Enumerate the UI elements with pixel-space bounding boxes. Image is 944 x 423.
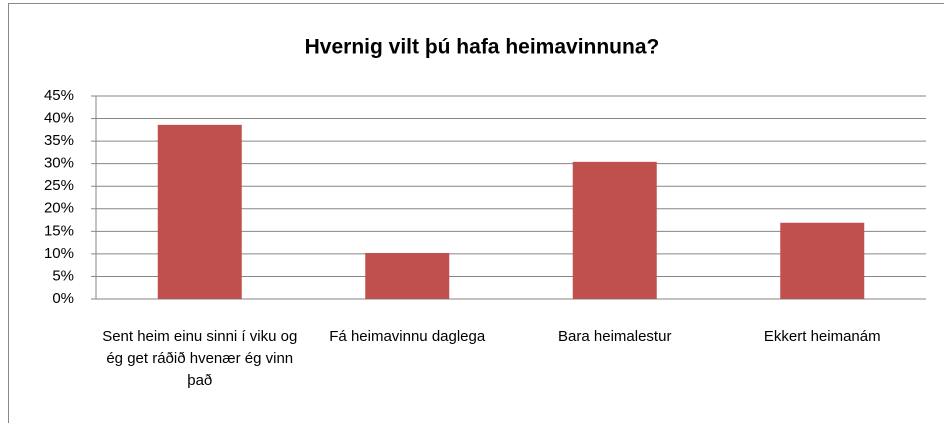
x-tick-label: Sent heim einu sinni í viku og ég get rá…	[102, 328, 298, 389]
x-tick-label: Fá heimavinnu daglega	[329, 328, 486, 345]
y-tick-label: 10%	[44, 245, 74, 262]
bar	[365, 252, 450, 299]
y-tick-label: 15%	[44, 222, 74, 239]
chart-title: Hvernig vilt þú hafa heimavinnuna?	[305, 36, 660, 59]
bar	[157, 124, 242, 299]
x-tick-label: Ekkert heimanám	[763, 328, 881, 345]
y-tick-label: 40%	[44, 110, 74, 127]
chart-frame	[8, 3, 944, 423]
y-tick-label: 30%	[44, 155, 74, 172]
y-tick-label: 25%	[44, 177, 74, 194]
x-tick-label-box: Fá heimavinnu daglega	[329, 328, 486, 345]
x-tick-label-box: Ekkert heimanám	[763, 328, 881, 345]
bar	[572, 161, 657, 299]
y-tick-label: 45%	[44, 87, 74, 104]
x-tick-label-box: Bara heimalestur	[558, 328, 672, 345]
x-tick-label-box: Sent heim einu sinni í viku og ég get rá…	[102, 328, 298, 389]
y-tick-label: 20%	[44, 200, 74, 217]
y-tick-label: 5%	[52, 267, 74, 284]
bar	[780, 222, 865, 299]
x-tick-label: Bara heimalestur	[558, 328, 672, 345]
y-tick-label: 0%	[52, 290, 74, 307]
y-tick-label: 35%	[44, 132, 74, 149]
